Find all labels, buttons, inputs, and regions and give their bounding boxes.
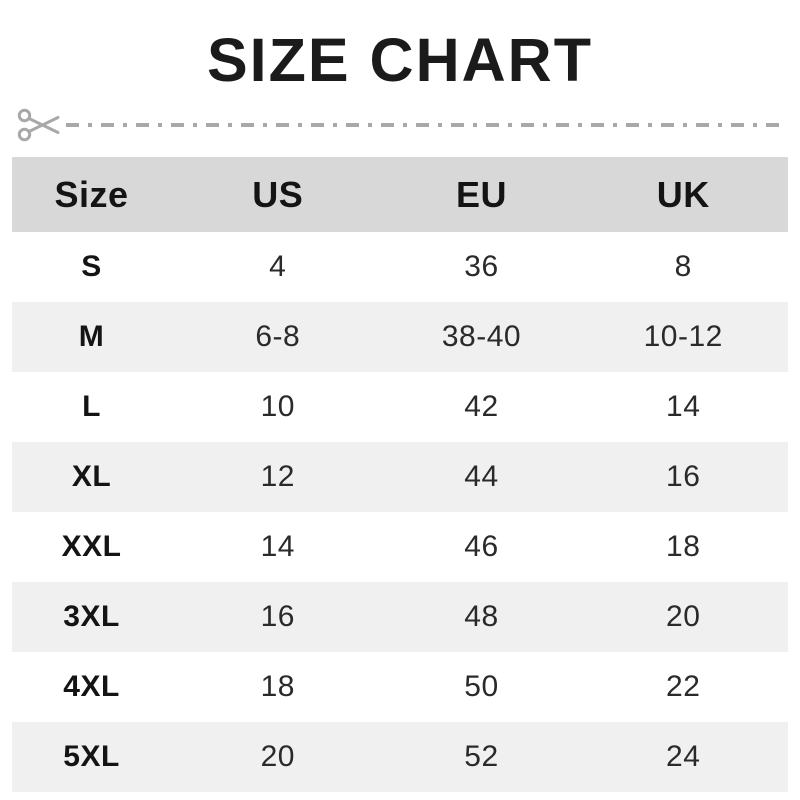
page-title: SIZE CHART <box>207 26 593 94</box>
cut-here-divider <box>16 103 788 147</box>
cell-eu: 44 <box>464 460 499 493</box>
cell-size: 3XL <box>63 600 120 633</box>
cell-uk: 18 <box>666 530 701 563</box>
cell-uk: 8 <box>674 250 692 283</box>
cell-size: XXL <box>61 530 122 563</box>
cell-us: 12 <box>260 460 295 493</box>
cell-size: 5XL <box>63 740 120 773</box>
cell-us: 16 <box>260 600 295 633</box>
cell-us: 4 <box>269 250 287 283</box>
cell-eu: 36 <box>464 250 499 283</box>
table-row-5xl: 5XL 20 52 24 <box>12 722 788 792</box>
cell-uk: 16 <box>666 460 701 493</box>
cell-uk: 14 <box>666 390 701 423</box>
cell-uk: 24 <box>666 740 701 773</box>
table-row-l: L 10 42 14 <box>12 372 788 442</box>
table-row-s: S 4 36 8 <box>12 232 788 302</box>
cell-size: M <box>78 320 105 353</box>
dash-dot-line <box>66 123 788 127</box>
table-row-4xl: 4XL 18 50 22 <box>12 652 788 722</box>
cell-size: L <box>82 390 101 423</box>
cell-us: 10 <box>260 390 295 423</box>
cell-eu: 46 <box>464 530 499 563</box>
cell-uk: 10-12 <box>643 320 723 353</box>
table-row-xl: XL 12 44 16 <box>12 442 788 512</box>
cell-eu: 50 <box>464 670 499 703</box>
table-row-3xl: 3XL 16 48 20 <box>12 582 788 652</box>
cell-eu: 42 <box>464 390 499 423</box>
cell-us: 18 <box>260 670 295 703</box>
size-table: Size US EU UK S 4 36 8 M 6-8 38-40 10-12… <box>12 157 788 792</box>
cell-eu: 38-40 <box>441 320 522 353</box>
cell-us: 6-8 <box>255 320 301 353</box>
column-header-us: US <box>252 173 304 215</box>
cell-size: 4XL <box>63 670 120 703</box>
cell-size: S <box>81 250 102 283</box>
table-row-m: M 6-8 38-40 10-12 <box>12 302 788 372</box>
cell-eu: 52 <box>464 740 499 773</box>
column-header-uk: UK <box>656 173 710 215</box>
cell-uk: 22 <box>666 670 701 703</box>
table-header-row: Size US EU UK <box>12 157 788 232</box>
cell-us: 14 <box>260 530 295 563</box>
column-header-size: Size <box>54 173 129 215</box>
scissors-icon <box>17 108 60 142</box>
table-row-xxl: XXL 14 46 18 <box>12 512 788 582</box>
cell-size: XL <box>71 460 112 493</box>
cell-uk: 20 <box>666 600 701 633</box>
cell-eu: 48 <box>464 600 499 633</box>
column-header-eu: EU <box>455 173 507 215</box>
cell-us: 20 <box>260 740 295 773</box>
